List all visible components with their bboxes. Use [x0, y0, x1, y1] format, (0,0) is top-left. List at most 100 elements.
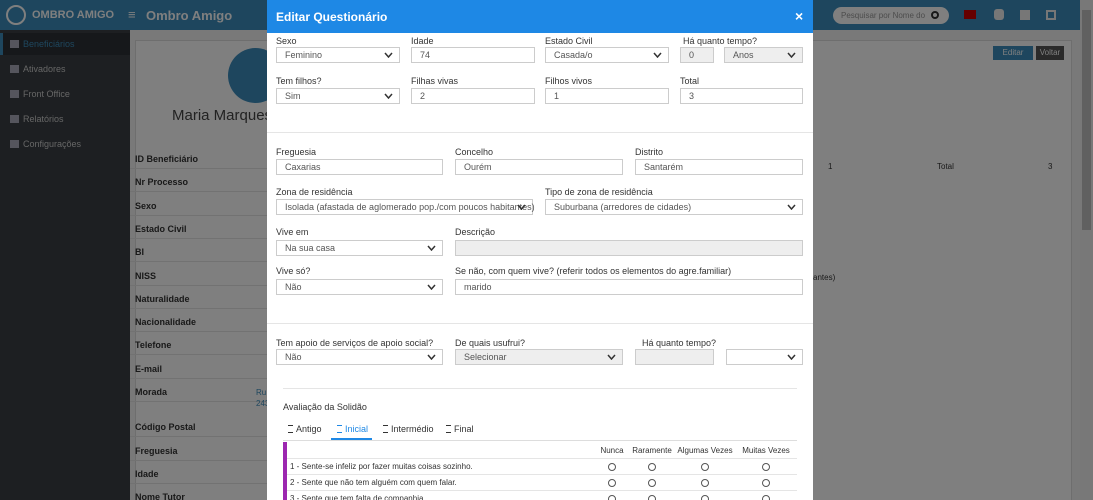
- tab-icon: [337, 425, 342, 433]
- divider: [267, 132, 813, 133]
- field-label: Estado Civil: [545, 36, 593, 46]
- text-input[interactable]: 0: [680, 47, 714, 63]
- field-label: Filhas vivas: [411, 76, 459, 86]
- select[interactable]: Selecionar: [455, 349, 623, 365]
- modal-title: Editar Questionário: [276, 10, 388, 24]
- select[interactable]: Casada/o: [545, 47, 669, 63]
- text-input[interactable]: 2: [411, 88, 535, 104]
- text-input[interactable]: Santarém: [635, 159, 803, 175]
- field-label: Tem filhos?: [276, 76, 322, 86]
- chevron: [787, 354, 796, 360]
- chevron: [384, 52, 393, 58]
- close-button[interactable]: ×: [795, 8, 804, 24]
- modal-header: Editar Questionário ×: [267, 0, 813, 33]
- row-line: [287, 490, 797, 491]
- question: 2 - Sente que não tem alguém com quem fa…: [290, 478, 457, 487]
- field-label: Distrito: [635, 147, 664, 157]
- text-input[interactable]: [635, 349, 714, 365]
- select[interactable]: Isolada (afastada de aglomerado pop./com…: [276, 199, 535, 215]
- select[interactable]: Não: [276, 349, 443, 365]
- field-label: Sexo: [276, 36, 297, 46]
- field-label: Vive só?: [276, 266, 311, 276]
- field-label: Descrição: [455, 227, 496, 237]
- field-label: Concelho: [455, 147, 494, 157]
- radio[interactable]: [762, 495, 770, 500]
- text-input[interactable]: 74: [411, 47, 535, 63]
- radio[interactable]: [648, 463, 656, 471]
- field-label: Zona de residência: [276, 187, 353, 197]
- radio[interactable]: [762, 479, 770, 487]
- field-label: Tipo de zona de residência: [545, 187, 653, 197]
- row-line: [287, 458, 797, 459]
- text-input[interactable]: marido: [455, 279, 803, 295]
- select[interactable]: Na sua casa: [276, 240, 443, 256]
- chevron: [427, 354, 436, 360]
- chevron: [787, 52, 796, 58]
- scale-header: Algumas Vezes: [677, 446, 733, 455]
- question: 1 - Sente-se infeliz por fazer muitas co…: [290, 462, 473, 471]
- tab[interactable]: Inicial: [345, 424, 369, 434]
- chevron-line: [653, 52, 662, 58]
- text-input[interactable]: 3: [680, 88, 803, 104]
- row-line: [287, 474, 797, 475]
- chevron: [607, 354, 616, 360]
- field-label: Tem apoio de serviços de apoio social?: [276, 338, 434, 348]
- tab[interactable]: Intermédio: [391, 424, 434, 434]
- active-tab-underline: [331, 438, 372, 440]
- text-input[interactable]: Ourém: [455, 159, 623, 175]
- chevron-line: [384, 93, 393, 99]
- tab-icon: [446, 425, 451, 433]
- radio[interactable]: [608, 463, 616, 471]
- radio[interactable]: [701, 463, 709, 471]
- select[interactable]: Sim: [276, 88, 400, 104]
- question: 3 - Sente que tem falta de companhia.: [290, 494, 426, 500]
- tab[interactable]: Antigo: [296, 424, 322, 434]
- field-label: Idade: [411, 36, 434, 46]
- field-label: Filhos vivos: [545, 76, 593, 86]
- field-label: Se não, com quem vive? (referir todos os…: [455, 266, 732, 276]
- scale-header: Muitas Vezes: [742, 446, 790, 455]
- field-label: De quais usufrui?: [455, 338, 526, 348]
- chevron-line: [384, 52, 393, 58]
- radio[interactable]: [648, 495, 656, 500]
- radio[interactable]: [648, 479, 656, 487]
- text-input[interactable]: 1: [545, 88, 669, 104]
- radio[interactable]: [701, 495, 709, 500]
- table-accent: [283, 442, 287, 500]
- divider: [283, 388, 797, 389]
- chevron: [427, 245, 436, 251]
- chevron-line: [787, 204, 796, 210]
- chevron-line: [427, 245, 436, 251]
- chevron-line: [427, 284, 436, 290]
- select[interactable]: Anos: [724, 47, 803, 63]
- chevron-line: [607, 354, 616, 360]
- select[interactable]: [726, 349, 803, 365]
- section-title: Avaliação da Solidão: [283, 402, 367, 412]
- radio[interactable]: [608, 479, 616, 487]
- divider: [267, 323, 813, 324]
- tab[interactable]: Final: [454, 424, 474, 434]
- radio[interactable]: [701, 479, 709, 487]
- field-label: Há quanto tempo?: [642, 338, 717, 348]
- chevron-line: [427, 354, 436, 360]
- chevron: [517, 204, 526, 210]
- chevron-line: [517, 204, 526, 210]
- text-input[interactable]: Caxarias: [276, 159, 443, 175]
- chevron: [787, 204, 796, 210]
- field-label: Vive em: [276, 227, 309, 237]
- tab-icon: [383, 425, 388, 433]
- radio[interactable]: [608, 495, 616, 500]
- text-input[interactable]: [455, 240, 803, 256]
- chevron: [653, 52, 662, 58]
- scale-header: Raramente: [632, 446, 672, 455]
- field-label: Freguesia: [276, 147, 317, 157]
- select[interactable]: Suburbana (arredores de cidades): [545, 199, 803, 215]
- scale-header: Nunca: [600, 446, 624, 455]
- select[interactable]: Não: [276, 279, 443, 295]
- tab-icon: [288, 425, 293, 433]
- select[interactable]: Feminino: [276, 47, 400, 63]
- chevron-line: [787, 52, 796, 58]
- radio[interactable]: [762, 463, 770, 471]
- field-label: Há quanto tempo?: [683, 36, 758, 46]
